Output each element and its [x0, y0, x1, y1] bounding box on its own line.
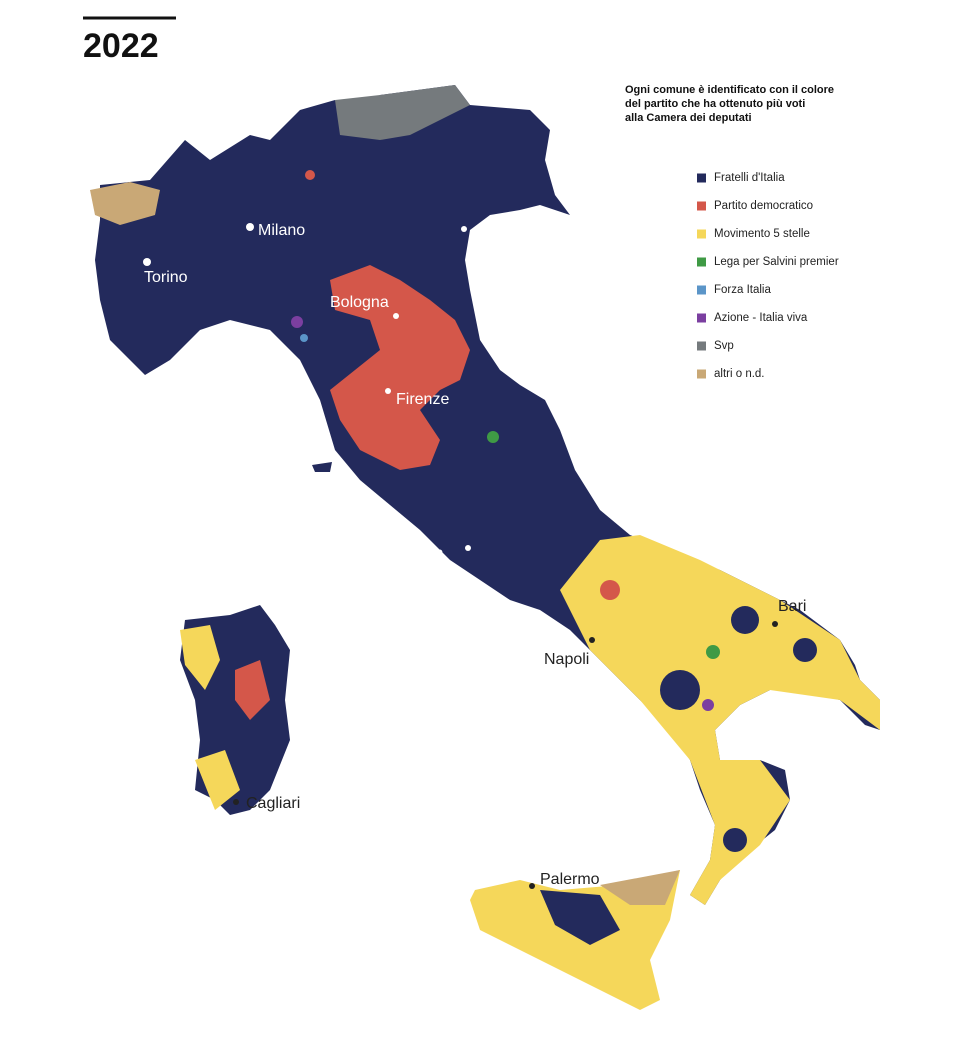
sardinia-centre	[235, 660, 270, 720]
city-dot	[461, 226, 467, 232]
legend-label: Movimento 5 stelle	[714, 228, 810, 240]
city-patch	[300, 334, 308, 342]
city-dot	[246, 223, 254, 231]
city-label: Firenze	[396, 391, 449, 408]
legend-label: altri o n.d.	[714, 368, 765, 380]
south-patch	[702, 699, 714, 711]
sicily-centre	[540, 890, 620, 945]
city-dot	[233, 799, 239, 805]
city-label: Torino	[144, 269, 188, 286]
map	[90, 85, 880, 1010]
city-patch	[487, 431, 499, 443]
legend-swatch	[697, 173, 706, 183]
note-line: del partito che ha ottenuto più voti	[625, 98, 805, 110]
city-label: Venezia	[472, 234, 529, 251]
title: 2022	[83, 27, 159, 65]
city-dot	[393, 313, 399, 319]
city-label: Bologna	[330, 294, 389, 311]
south-patch	[723, 828, 747, 852]
legend-label: Forza Italia	[714, 284, 771, 296]
sicily-east	[600, 870, 680, 905]
legend-swatch	[697, 201, 706, 211]
note-line: Ogni comune è identificato con il colore	[625, 84, 834, 96]
legend-swatch	[697, 369, 706, 379]
legend-swatch	[697, 229, 706, 239]
south-patch	[793, 638, 817, 662]
city-markers: Milano Venezia Torino Bologna Firenze Ro…	[143, 222, 806, 889]
legend-swatch	[697, 257, 706, 267]
city-dot	[143, 258, 151, 266]
city-dot	[385, 388, 391, 394]
sardinia-north	[180, 625, 220, 690]
city-dot	[589, 637, 595, 643]
legend-swatch	[697, 285, 706, 295]
legend-label: Azione - Italia viva	[714, 312, 808, 324]
note-line: alla Camera dei deputati	[625, 112, 752, 124]
city-label: Milano	[258, 222, 305, 239]
city-label: Napoli	[544, 651, 589, 668]
city-patch	[305, 170, 315, 180]
sardinia-south	[195, 750, 240, 810]
south-patch	[660, 670, 700, 710]
south-patch	[731, 606, 759, 634]
elba	[312, 462, 332, 472]
legend-label: Lega per Salvini premier	[714, 256, 839, 268]
legend-label: Fratelli d'Italia	[714, 172, 785, 184]
legend-label: Svp	[714, 340, 734, 352]
city-label: Palermo	[540, 871, 600, 888]
legend-swatch	[697, 313, 706, 323]
city-dot	[465, 545, 471, 551]
city-patch	[291, 316, 303, 328]
legend-label: Partito democratico	[714, 200, 813, 212]
legend: Fratelli d'Italia Partito democratico Movi…	[697, 172, 839, 380]
south-patch	[706, 645, 720, 659]
aosta-region	[90, 182, 160, 225]
city-label: Bari	[778, 598, 806, 615]
central-region	[330, 265, 470, 470]
legend-swatch	[697, 341, 706, 351]
city-dot	[529, 883, 535, 889]
city-label: Cagliari	[246, 795, 300, 812]
city-dot	[772, 621, 778, 627]
south-region	[560, 535, 880, 905]
city-label: Roma	[401, 545, 444, 562]
south-patch	[600, 580, 620, 600]
sicily	[470, 870, 680, 1010]
svp-region	[335, 85, 470, 140]
